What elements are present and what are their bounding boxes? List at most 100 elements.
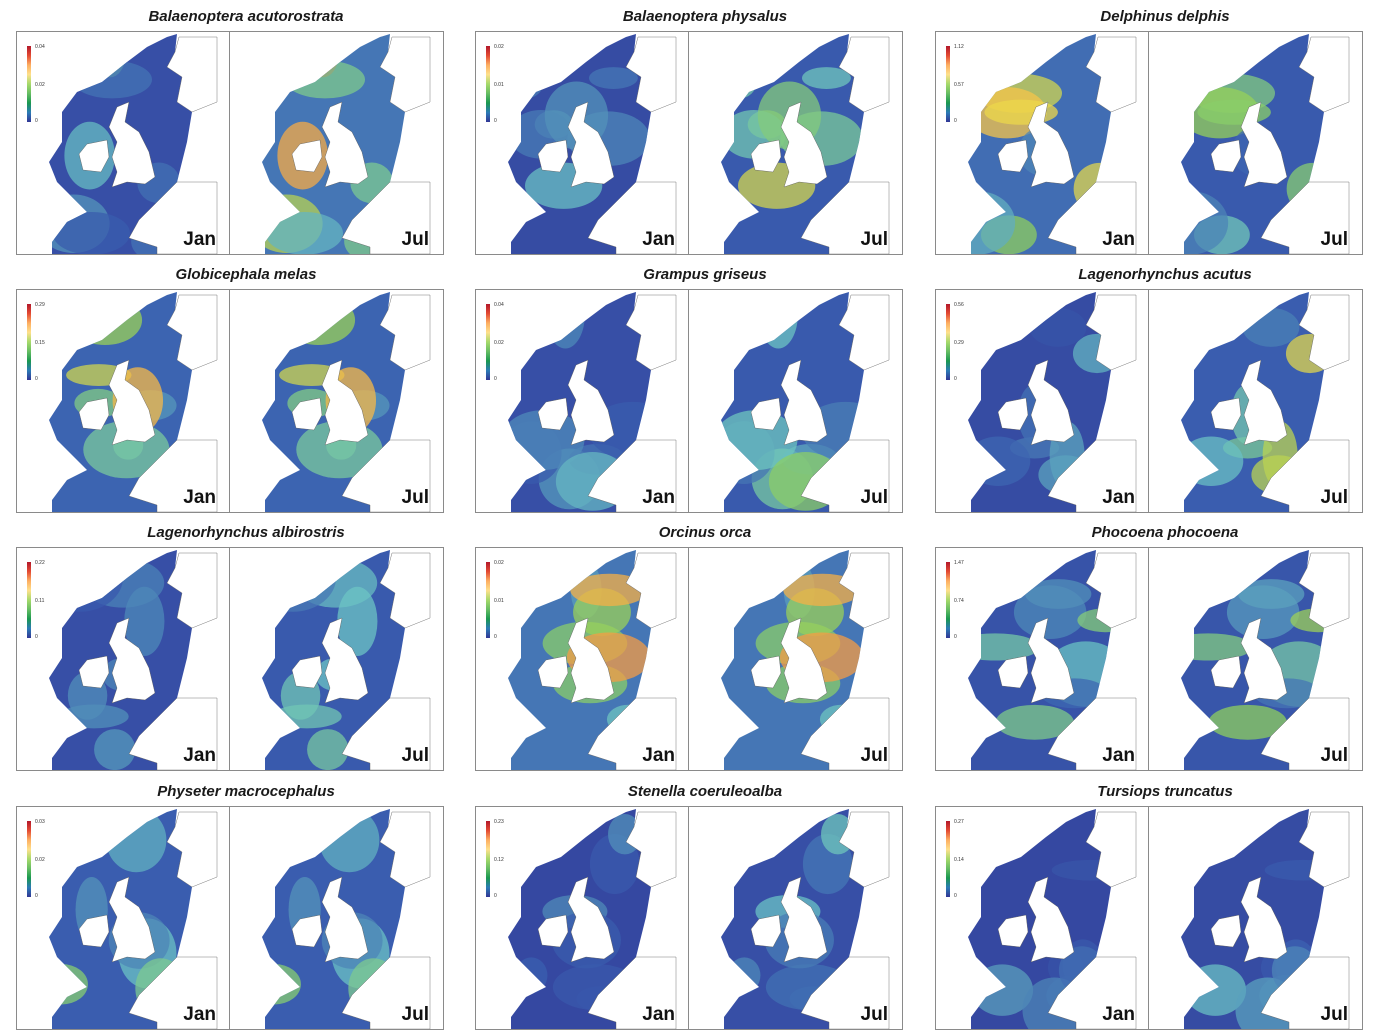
land-norway (1298, 811, 1350, 888)
month-label-jan: Jan (642, 1004, 675, 1025)
legend-tick-label: 0.57 (954, 82, 964, 88)
land-norway (838, 811, 890, 888)
density-map (721, 292, 890, 512)
land-norway (166, 36, 218, 113)
land-great-britain (1240, 359, 1288, 446)
legend-tick-label: 0.02 (494, 560, 504, 566)
color-legend: 0.04 0.02 0 (27, 44, 57, 124)
land-norway (166, 552, 218, 629)
land-great-britain (108, 359, 156, 446)
density-patch (1208, 704, 1287, 740)
density-map (508, 809, 677, 1029)
density-map (1181, 292, 1350, 512)
density-patch (589, 67, 638, 89)
species-block: Stenella coeruleoalba 0.23 0.12 0 Jan Jul (475, 775, 935, 1033)
land-continent (800, 439, 890, 512)
legend-tick-label: 0.56 (954, 302, 964, 308)
land-continent (1047, 697, 1137, 770)
species-block: Balaenoptera physalus 0.02 0.01 0 Jan Jul (475, 0, 935, 258)
density-map (262, 809, 431, 1029)
map-panel-jul: Jul (229, 806, 444, 1030)
land-ireland (750, 139, 782, 173)
density-patch (337, 586, 378, 656)
land-norway (379, 811, 431, 888)
land-norway (1085, 294, 1137, 371)
legend-tick-label: 1.12 (954, 44, 964, 50)
map-panel-jan: 0.29 0.15 0 Jan (16, 289, 231, 513)
land-great-britain (1027, 876, 1075, 963)
month-label-jul: Jul (401, 487, 429, 508)
species-title: Phocoena phocoena (1091, 524, 1239, 541)
legend-tick-label: 0.02 (35, 82, 45, 88)
map-panel-jul: Jul (229, 547, 444, 771)
legend-tick-label: 0.04 (494, 302, 504, 308)
color-legend: 0.29 0.15 0 (27, 302, 57, 382)
month-label-jan: Jan (642, 229, 675, 250)
land-continent (587, 956, 677, 1029)
species-block: Physeter macrocephalus 0.03 0.02 0 Jan Jul (16, 775, 476, 1033)
species-title: Stenella coeruleoalba (627, 783, 783, 800)
land-norway (379, 552, 431, 629)
density-map (968, 809, 1137, 1029)
land-ireland (750, 914, 782, 948)
density-map (721, 550, 890, 770)
map-panel-jan: 1.47 0.74 0 Jan (935, 547, 1150, 771)
density-patch (1181, 633, 1253, 661)
species-title: Balaenoptera physalus (622, 8, 788, 25)
density-map (508, 550, 677, 770)
legend-tick-label: 0 (35, 893, 38, 899)
density-patch (72, 60, 153, 99)
legend-tick-label: 0.29 (35, 302, 45, 308)
legend-tick-label: 0.04 (35, 44, 45, 50)
land-norway (1085, 811, 1137, 888)
legend-tick-label: 0 (494, 376, 497, 382)
legend-tick-label: 1.47 (954, 560, 964, 566)
land-continent (587, 439, 677, 512)
map-panel-jul: Jul (1148, 289, 1363, 513)
land-great-britain (567, 359, 615, 446)
map-panel-jul: Jul (1148, 31, 1363, 255)
density-patch (1025, 579, 1092, 609)
legend-colorbar (486, 821, 490, 897)
density-map (262, 34, 431, 254)
month-label-jan: Jan (183, 487, 216, 508)
density-patch (968, 191, 1016, 254)
map-panel-jan: 0.04 0.02 0 Jan (16, 31, 231, 255)
density-patch (281, 295, 356, 346)
month-label-jan: Jan (1102, 487, 1135, 508)
land-norway (625, 811, 677, 888)
species-title: Globicephala melas (175, 266, 317, 283)
density-patch (262, 815, 327, 840)
month-label-jan: Jan (642, 745, 675, 766)
month-label-jul: Jul (860, 487, 888, 508)
density-patch (106, 809, 167, 873)
color-legend: 0.02 0.01 0 (486, 560, 516, 640)
land-ireland (78, 397, 110, 431)
density-patch (515, 957, 548, 994)
month-label-jul: Jul (1320, 229, 1348, 250)
legend-colorbar (486, 304, 490, 380)
density-patch (262, 964, 301, 1005)
legend-tick-label: 0.02 (35, 857, 45, 863)
species-block: Orcinus orca 0.02 0.01 0 Jan Jul (475, 516, 935, 774)
map-panel-jan: 0.04 0.02 0 Jan (475, 289, 690, 513)
land-continent (341, 181, 431, 254)
species-title: Tursiops truncatus (1097, 783, 1233, 800)
land-ireland (997, 397, 1029, 431)
map-panel-jul: Jul (688, 806, 903, 1030)
land-ireland (291, 914, 323, 948)
land-great-britain (1027, 359, 1075, 446)
density-patch (995, 704, 1074, 740)
color-legend: 1.12 0.57 0 (946, 44, 976, 124)
map-panel-jan: 0.02 0.01 0 Jan (475, 31, 690, 255)
density-map (968, 292, 1137, 512)
legend-tick-label: 0.03 (35, 819, 45, 825)
legend-tick-label: 0.01 (494, 598, 504, 604)
month-label-jul: Jul (1320, 487, 1348, 508)
land-continent (128, 697, 218, 770)
density-map (1181, 809, 1350, 1029)
density-patch (968, 436, 1031, 486)
density-patch (265, 212, 344, 254)
land-great-britain (1027, 101, 1075, 188)
land-great-britain (321, 101, 369, 188)
